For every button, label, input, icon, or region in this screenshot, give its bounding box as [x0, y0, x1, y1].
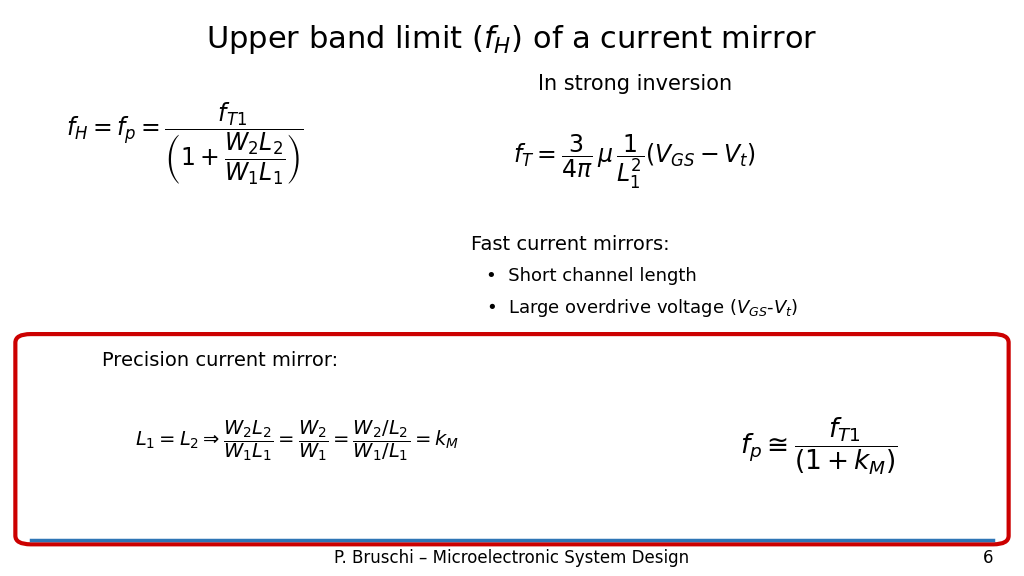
Text: Precision current mirror:: Precision current mirror:	[102, 351, 339, 369]
Text: •  Large overdrive voltage ($V_{GS}$-$V_t$): • Large overdrive voltage ($V_{GS}$-$V_t…	[486, 297, 799, 319]
Text: $f_p \cong \dfrac{f_{T1}}{\left(1+k_M\right)}$: $f_p \cong \dfrac{f_{T1}}{\left(1+k_M\ri…	[740, 416, 898, 477]
Text: $L_1 = L_2 \Rightarrow \dfrac{W_2 L_2}{W_1 L_1} = \dfrac{W_2}{W_1} = \dfrac{W_2 : $L_1 = L_2 \Rightarrow \dfrac{W_2 L_2}{W…	[135, 418, 459, 463]
Text: $f_H = f_p = \dfrac{f_{T1}}{\left(1+\dfrac{W_2 L_2}{W_1 L_1}\right)}$: $f_H = f_p = \dfrac{f_{T1}}{\left(1+\dfr…	[66, 101, 303, 187]
Text: In strong inversion: In strong inversion	[538, 74, 732, 93]
Text: 6: 6	[983, 548, 993, 567]
Text: P. Bruschi – Microelectronic System Design: P. Bruschi – Microelectronic System Desi…	[335, 548, 689, 567]
Text: $f_T = \dfrac{3}{4\pi}\,\mu\,\dfrac{1}{L_1^2}\left(V_{GS}-V_t\right)$: $f_T = \dfrac{3}{4\pi}\,\mu\,\dfrac{1}{L…	[513, 132, 757, 191]
Text: Fast current mirrors:: Fast current mirrors:	[471, 236, 670, 254]
Text: •  Short channel length: • Short channel length	[486, 267, 697, 286]
Text: Upper band limit ($f_H$) of a current mirror: Upper band limit ($f_H$) of a current mi…	[207, 23, 817, 56]
FancyBboxPatch shape	[15, 334, 1009, 544]
